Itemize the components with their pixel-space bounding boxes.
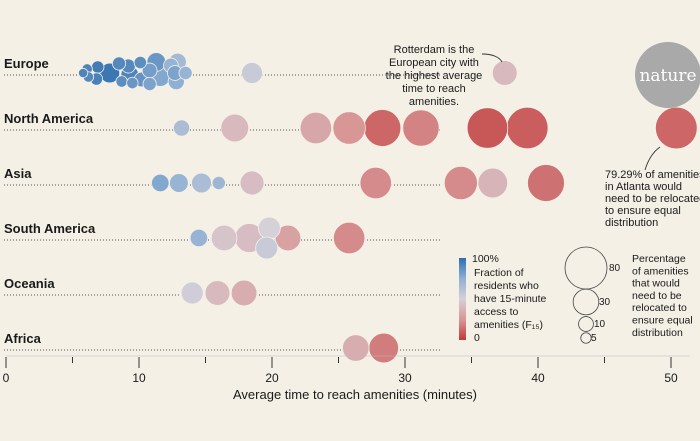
annotation-atlanta-line: to ensure equal [605, 205, 681, 217]
annotation-rotterdam-line: amenities. [409, 96, 459, 108]
bubble-south-america [332, 221, 366, 255]
bubble-europe [91, 60, 105, 74]
bubble-europe [142, 76, 157, 92]
nature-logo-text: nature [639, 66, 696, 86]
region-labels-layer: Europe North America Asia South America Ocea… [4, 56, 96, 346]
annotation-atlanta-line: need to be relocated [605, 193, 700, 205]
x-tick-label: 50 [664, 371, 678, 385]
bubble-asia [443, 165, 478, 201]
size-legend-circle [578, 316, 594, 332]
size-legend-title-line: that would [632, 278, 680, 290]
bubble-europe [241, 62, 263, 84]
bubbles-layer [78, 52, 698, 364]
bubble-north-america [466, 107, 509, 149]
bubble-south-america [210, 224, 238, 252]
bubble-europe [112, 56, 127, 71]
bubble-europe [133, 55, 147, 70]
bubble-north-america [506, 106, 549, 150]
annotation-rotterdam-line: European city with [389, 57, 479, 69]
bubble-south-america [257, 216, 281, 240]
color-legend-title-line: have 15-minute [474, 293, 547, 305]
bubble-asia [151, 173, 170, 193]
color-legend-top-label: 100% [472, 253, 499, 265]
bubble-asia [211, 175, 226, 191]
bubble-north-america [299, 111, 333, 145]
annotation-rotterdam-line: time to reach [402, 83, 466, 95]
bubble-asia [239, 170, 265, 196]
bubble-north-america [363, 109, 402, 147]
size-legend-title-line: ensure equal [632, 315, 693, 327]
region-label-oceania: Oceania [4, 276, 55, 291]
annotation-rotterdam-line: the highest average [386, 70, 483, 82]
x-tick-label: 20 [265, 371, 279, 385]
color-legend-bar [459, 258, 466, 340]
bubble-europe [178, 65, 193, 81]
color-legend-title-line: access to [474, 306, 519, 318]
bubble-north-america [402, 109, 440, 147]
bubble-africa [368, 332, 399, 364]
annotation-rotterdam-line: Rotterdam is the [394, 44, 475, 56]
x-tick-label: 0 [3, 371, 10, 385]
size-legend-title-line: of amenities [632, 265, 689, 277]
region-label-asia: Asia [4, 166, 32, 181]
bubble-oceania [180, 281, 204, 305]
bubble-oceania [230, 279, 258, 307]
size-legend-value: 30 [599, 297, 611, 308]
bubble-africa [342, 334, 370, 362]
bubble-europe [126, 76, 139, 90]
bubble-europe [491, 60, 518, 86]
size-legend-circle [580, 332, 592, 344]
bubble-north-america [655, 106, 698, 150]
x-tick-label: 30 [398, 371, 412, 385]
bubble-asia [169, 173, 189, 193]
region-label-africa: Africa [4, 331, 42, 346]
bubble-asia [191, 172, 212, 194]
bubble-asia [359, 166, 392, 200]
annotation-atlanta-arrow [644, 146, 661, 171]
bubble-asia [477, 167, 509, 199]
bubble-south-america [189, 228, 209, 248]
x-tick-label: 40 [531, 371, 545, 385]
bubble-south-america [255, 236, 279, 260]
color-legend-title-line: amenities (F₁₅) [474, 319, 543, 331]
region-label-europe: Europe [4, 56, 49, 71]
annotation-atlanta-line: in Atlanta would [605, 181, 682, 193]
bubble-north-america [220, 113, 250, 143]
bubble-north-america [173, 119, 191, 137]
bubble-south-america [274, 224, 302, 252]
annotation-rotterdam-arrow [481, 53, 503, 63]
color-legend-bottom-label: 0 [474, 332, 480, 344]
size-legend-title-line: distribution [632, 327, 683, 339]
annotation-atlanta-line: 79.29% of amenities [605, 169, 700, 181]
size-legend-circle [572, 288, 600, 316]
size-legend-value: 80 [609, 263, 621, 274]
nature-logo: nature [635, 42, 700, 108]
region-label-south-america: South America [4, 221, 96, 236]
size-legend-value: 10 [594, 319, 606, 330]
size-legend-circle [564, 246, 608, 290]
region-label-north-america: North America [4, 111, 94, 126]
bubble-europe [78, 67, 89, 79]
x-axis-title: Average time to reach amenities (minutes… [233, 387, 477, 402]
size-legend-title-line: need to be [632, 290, 682, 302]
bubble-oceania [204, 280, 231, 306]
x-tick-label: 10 [132, 371, 146, 385]
x-axis: 0 10 20 30 40 50 [3, 355, 690, 385]
size-legend-value: 5 [591, 333, 597, 344]
bubble-north-america [332, 111, 366, 145]
bubble-europe [115, 75, 128, 88]
size-legend-title-line: relocated to [632, 302, 687, 314]
color-legend-title-line: residents who [474, 280, 539, 292]
color-legend-title-line: Fraction of [474, 267, 524, 279]
size-legend-title-line: Percentage [632, 253, 686, 265]
annotation-atlanta-line: distribution [605, 217, 658, 229]
bubble-asia [527, 164, 565, 202]
